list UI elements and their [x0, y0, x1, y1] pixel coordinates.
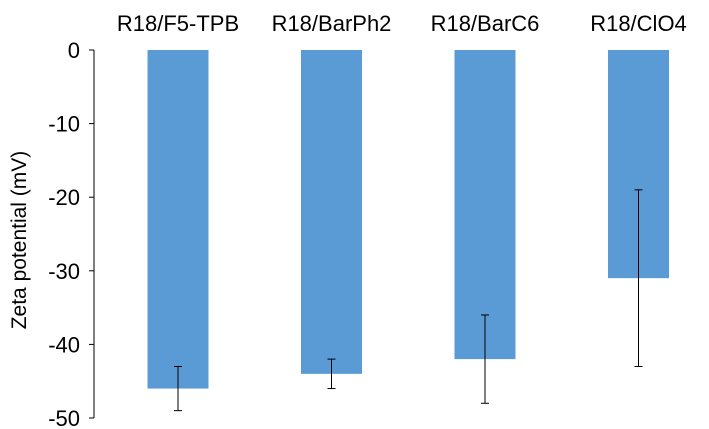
y-axis-title: Zeta potential (mV) — [8, 151, 31, 330]
bar — [454, 50, 516, 360]
category-label: R18/ClO4 — [590, 11, 687, 36]
y-tick-label: -20 — [48, 185, 80, 210]
y-tick-label: 0 — [68, 38, 80, 63]
y-tick-label: -40 — [48, 332, 80, 357]
bar — [147, 50, 209, 389]
category-label: R18/BarC6 — [431, 11, 540, 36]
category-labels: R18/F5-TPB R18/BarPh2 R18/BarC6 R18/ClO4 — [117, 11, 687, 36]
y-tick-label: -30 — [48, 259, 80, 284]
bars — [147, 50, 669, 389]
category-label: R18/BarPh2 — [272, 11, 392, 36]
y-tick-labels: 0 -10 -20 -30 -40 -50 — [48, 38, 80, 429]
axes — [89, 49, 95, 419]
y-tick-label: -10 — [48, 112, 80, 137]
y-tick-label: -50 — [48, 406, 80, 429]
category-label: R18/F5-TPB — [117, 11, 239, 36]
bar — [301, 50, 362, 374]
error-bars — [174, 189, 643, 412]
